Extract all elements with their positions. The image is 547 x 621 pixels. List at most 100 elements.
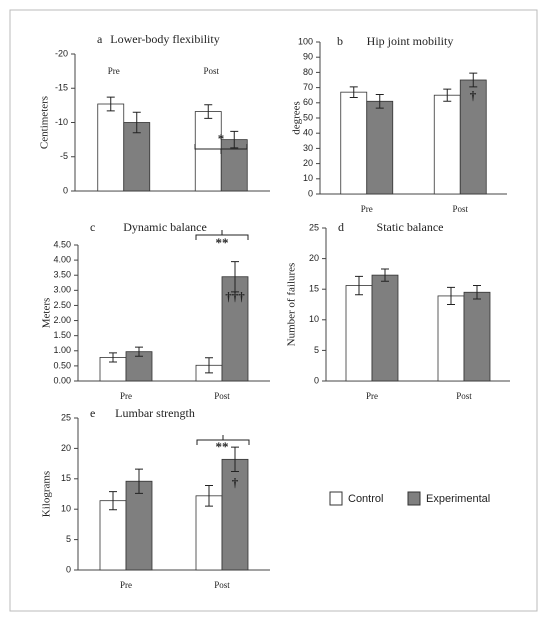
y-tick-label: 20: [61, 443, 71, 453]
y-tick-label: 25: [309, 222, 319, 232]
annotation: †: [232, 475, 239, 490]
panel-letter: d: [338, 220, 344, 234]
legend-label: Experimental: [426, 493, 490, 505]
x-tick-label: Pre: [120, 391, 132, 401]
significance-bracket: [194, 144, 248, 154]
error-bar: [473, 285, 481, 300]
x-tick-label: Post: [214, 580, 230, 590]
y-tick-label: 0: [314, 375, 319, 385]
bar: [366, 100, 394, 195]
y-tick-label: 0: [308, 188, 313, 198]
y-tick-label: 2.00: [53, 315, 71, 325]
error-bar: [205, 357, 213, 374]
y-axis-label: Number of failures: [286, 263, 298, 347]
chart-title: Lumbar strength: [115, 406, 195, 420]
y-tick-label: 0.50: [53, 360, 71, 370]
bar: [221, 276, 249, 382]
annotation: †: [470, 88, 477, 103]
y-tick-label: 3.50: [53, 270, 71, 280]
chart-title: Lower-body flexibility: [110, 32, 219, 46]
significance-bracket: [195, 230, 249, 240]
y-tick-label: 1.00: [53, 345, 71, 355]
y-tick-label: 0: [66, 564, 71, 574]
significance-bracket: [196, 435, 250, 445]
y-tick-label: 10: [61, 504, 71, 514]
y-tick-label: 100: [298, 36, 313, 46]
y-tick-label: 30: [303, 143, 313, 153]
chart-title: Hip joint mobility: [367, 34, 454, 48]
error-bar: [231, 446, 239, 473]
y-tick-label: 1.50: [53, 330, 71, 340]
y-tick-label: 0: [63, 185, 68, 195]
bar: [194, 111, 222, 192]
x-tick-label: Pre: [366, 391, 378, 401]
error-bar: [375, 93, 384, 109]
y-axis-label: degrees: [291, 101, 303, 135]
bar: [340, 91, 368, 195]
y-tick-label: 25: [61, 412, 71, 422]
x-tick-label: Post: [456, 391, 472, 401]
bar: [125, 480, 153, 571]
error-bar: [109, 491, 117, 511]
annotation: **: [216, 439, 229, 454]
bar: [437, 295, 465, 382]
y-tick-label: 5: [66, 534, 71, 544]
error-bar: [355, 275, 363, 296]
x-tick-label: Post: [452, 204, 468, 214]
y-tick-label: -15: [55, 83, 68, 93]
x-tick-label: Post: [214, 391, 230, 401]
y-tick-label: -10: [55, 117, 68, 127]
x-tick-label: Pre: [108, 66, 120, 76]
error-bar: [381, 268, 389, 282]
y-tick-label: 4.00: [53, 254, 71, 264]
bar: [433, 94, 461, 195]
y-tick-label: 10: [303, 173, 313, 183]
error-bar: [230, 130, 239, 149]
bar: [371, 274, 399, 382]
chart-title: Static balance: [377, 220, 444, 234]
bar: [99, 500, 127, 571]
y-axis-label: Centimeters: [39, 96, 51, 149]
error-bar: [106, 96, 115, 112]
error-bar: [205, 484, 213, 507]
bar: [195, 495, 223, 571]
bar: [345, 285, 373, 382]
error-bar: [132, 111, 141, 134]
y-tick-label: 5: [314, 345, 319, 355]
legend-swatch: [407, 491, 421, 506]
legend-label: Control: [348, 493, 383, 505]
y-tick-label: 10: [309, 314, 319, 324]
bar: [97, 103, 125, 192]
legend-swatch: [329, 491, 343, 506]
y-tick-label: 20: [303, 158, 313, 168]
annotation: †††: [225, 289, 245, 304]
annotation: *: [218, 131, 225, 146]
error-bar: [204, 104, 213, 119]
x-tick-label: Pre: [120, 580, 132, 590]
y-tick-label: 15: [61, 473, 71, 483]
panel-letter: e: [90, 406, 95, 420]
error-bar: [135, 468, 143, 494]
y-tick-label: 60: [303, 97, 313, 107]
y-tick-label: 90: [303, 52, 313, 62]
panel-letter: a: [97, 32, 103, 46]
bar: [459, 79, 487, 195]
y-tick-label: 50: [303, 112, 313, 122]
annotation: **: [216, 235, 229, 250]
y-tick-label: -20: [55, 48, 68, 58]
y-tick-label: 70: [303, 82, 313, 92]
error-bar: [469, 72, 478, 88]
error-bar: [135, 346, 143, 357]
y-tick-label: 80: [303, 67, 313, 77]
y-tick-label: 4.50: [53, 239, 71, 249]
error-bar: [443, 88, 452, 102]
error-bar: [349, 86, 358, 98]
y-tick-label: 20: [309, 253, 319, 263]
y-axis-label: Kilograms: [41, 471, 53, 517]
panel-letter: c: [90, 220, 95, 234]
y-tick-label: 40: [303, 128, 313, 138]
chart-title: Dynamic balance: [123, 220, 207, 234]
x-tick-label: Pre: [361, 204, 373, 214]
